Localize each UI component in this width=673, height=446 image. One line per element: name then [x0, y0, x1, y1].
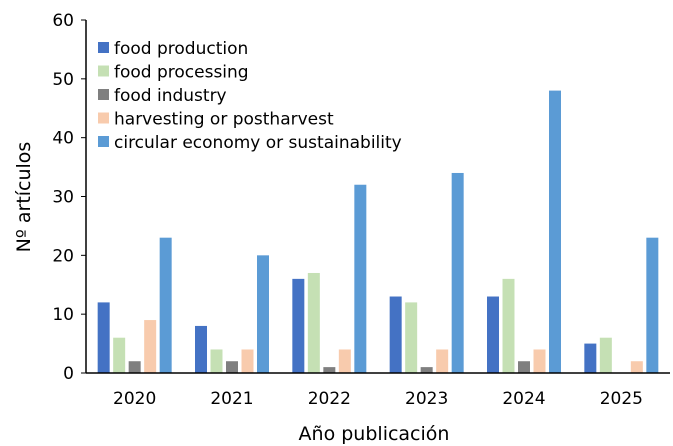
x-tick-label: 2021 [210, 389, 253, 409]
bar-food-industry-2022 [323, 367, 336, 373]
bar-food-production-2021 [195, 325, 207, 373]
x-tick-label: 2020 [113, 389, 156, 409]
x-axis-title: Año publicación [299, 423, 450, 445]
bar-circular-economy-or-sustainability-2021 [257, 255, 269, 373]
y-tick-label: 40 [52, 129, 74, 149]
x-tick-label: 2025 [600, 389, 643, 409]
y-axis-ticks: 0 10 20 30 40 50 60 [52, 11, 86, 384]
y-tick-label: 60 [52, 11, 74, 31]
legend-swatch [98, 65, 109, 77]
bar-harvesting-or-postharvest-2022 [338, 349, 351, 373]
bar-food-production-2022 [292, 278, 305, 373]
y-tick-label: 0 [63, 364, 74, 384]
bar-food-industry-2024 [518, 361, 530, 373]
bar-food-production-2023 [389, 296, 402, 373]
bar-food-industry-2020 [128, 361, 141, 373]
legend-label: food processing [114, 63, 249, 83]
bar-harvesting-or-postharvest-2024 [533, 349, 546, 373]
bar-food-industry-2023 [420, 367, 433, 373]
bar-food-processing-2025 [599, 337, 612, 373]
bar-food-production-2020 [97, 302, 110, 373]
legend-swatch [98, 136, 109, 147]
bar-circular-economy-or-sustainability-2020 [159, 237, 172, 373]
bar-harvesting-or-postharvest-2023 [436, 349, 449, 373]
x-tick-label: 2023 [405, 389, 448, 409]
bar-harvesting-or-postharvest-2025 [630, 361, 643, 373]
bars [97, 90, 659, 373]
y-tick-label: 30 [52, 188, 74, 208]
bar-food-industry-2021 [226, 361, 238, 373]
bar-food-production-2025 [584, 343, 597, 373]
y-tick-label: 10 [52, 305, 74, 325]
bar-circular-economy-or-sustainability-2023 [451, 172, 464, 373]
legend-label: circular economy or sustainability [114, 133, 402, 153]
bar-circular-economy-or-sustainability-2024 [549, 90, 561, 373]
legend-swatch [98, 42, 109, 53]
bar-food-processing-2022 [307, 272, 320, 373]
axes [85, 20, 670, 374]
x-axis-ticks: 2020 2021 2022 2023 2024 2025 [113, 389, 643, 409]
bar-harvesting-or-postharvest-2021 [241, 349, 254, 373]
bar-food-processing-2021 [210, 349, 223, 373]
bar-food-processing-2020 [113, 337, 126, 373]
y-tick-label: 50 [52, 70, 74, 90]
bar-circular-economy-or-sustainability-2025 [646, 237, 659, 373]
legend-label: harvesting or postharvest [114, 110, 334, 130]
y-tick-label: 20 [52, 246, 74, 266]
bar-food-production-2024 [487, 296, 499, 373]
bar-food-processing-2023 [405, 302, 418, 373]
legend-label: food production [114, 39, 248, 59]
x-tick-label: 2024 [502, 389, 545, 409]
y-axis-title: Nº artículos [13, 142, 35, 253]
legend-swatch [98, 112, 109, 124]
bar-food-processing-2024 [502, 278, 515, 373]
legend-swatch [98, 89, 109, 100]
bar-harvesting-or-postharvest-2020 [144, 320, 157, 373]
legend-label: food industry [114, 86, 227, 106]
x-tick-label: 2022 [308, 389, 351, 409]
legend: food production food processing food indus… [98, 39, 402, 153]
bar-circular-economy-or-sustainability-2022 [354, 184, 367, 373]
